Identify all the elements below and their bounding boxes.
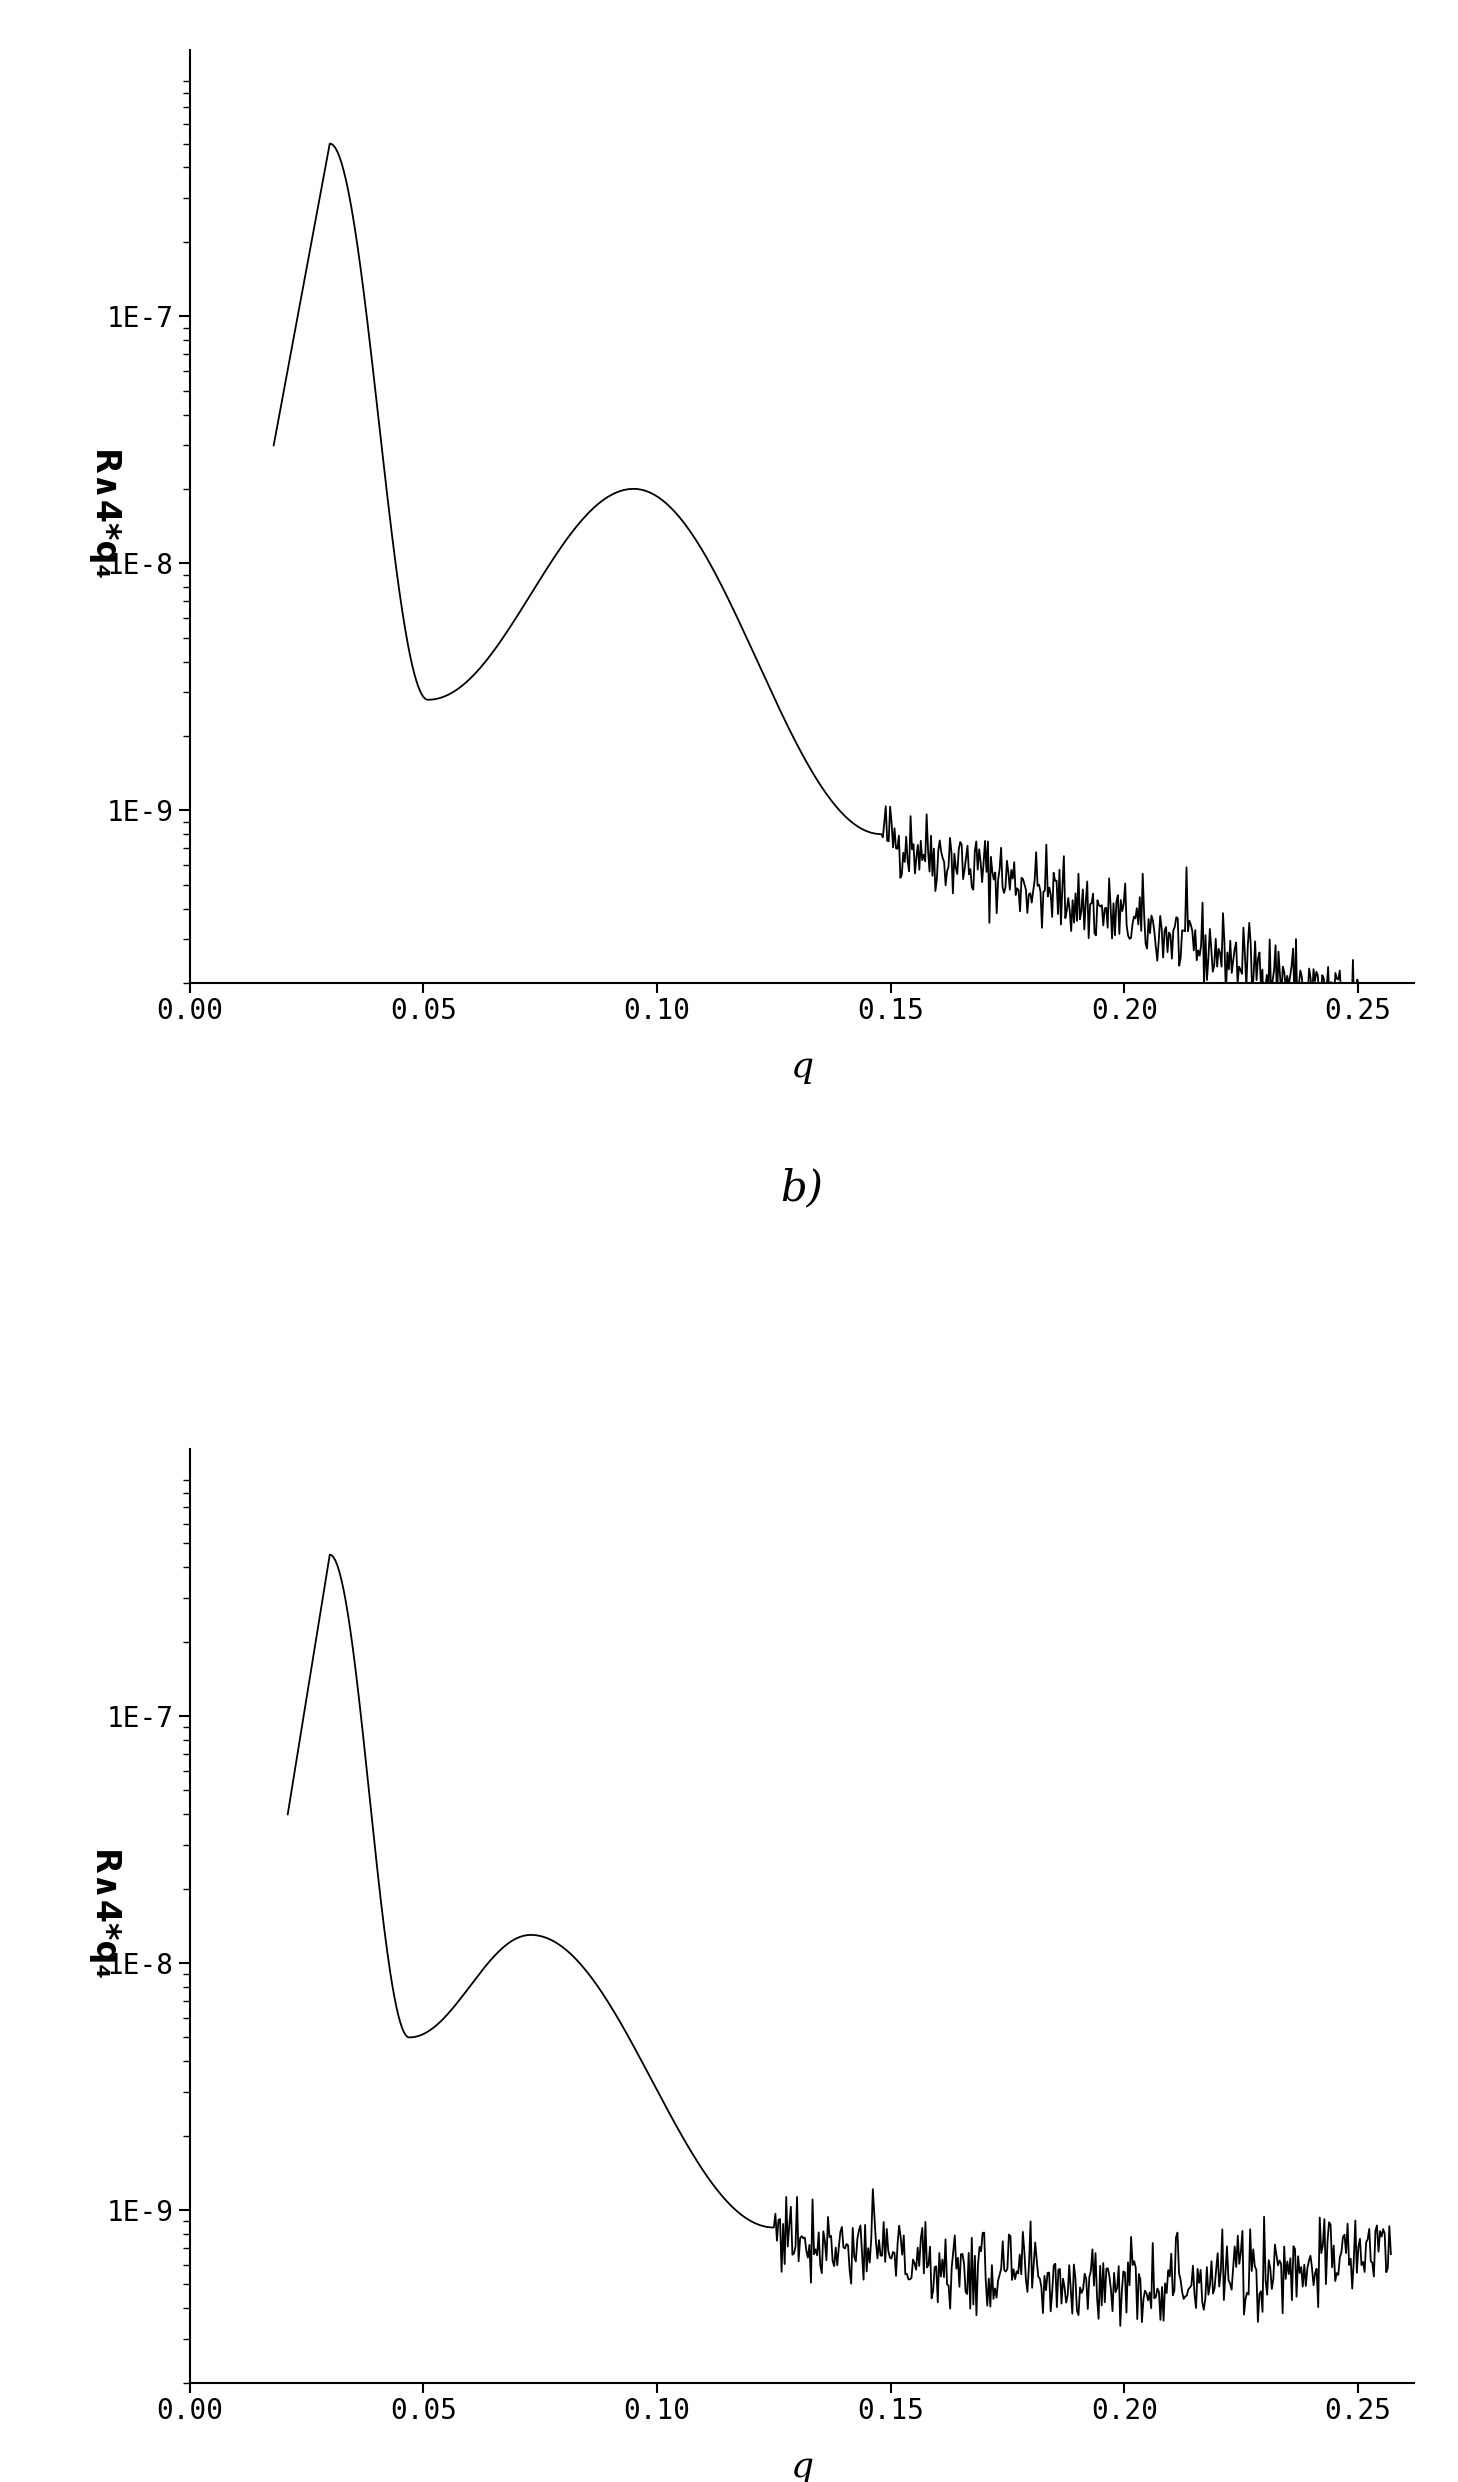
X-axis label: q: q <box>790 2450 814 2482</box>
Y-axis label: R∧4*q₄: R∧4*q₄ <box>86 1849 118 1983</box>
X-axis label: q: q <box>790 1050 814 1085</box>
Text: b): b) <box>780 1167 824 1209</box>
Y-axis label: R∧4*q₄: R∧4*q₄ <box>86 449 118 583</box>
